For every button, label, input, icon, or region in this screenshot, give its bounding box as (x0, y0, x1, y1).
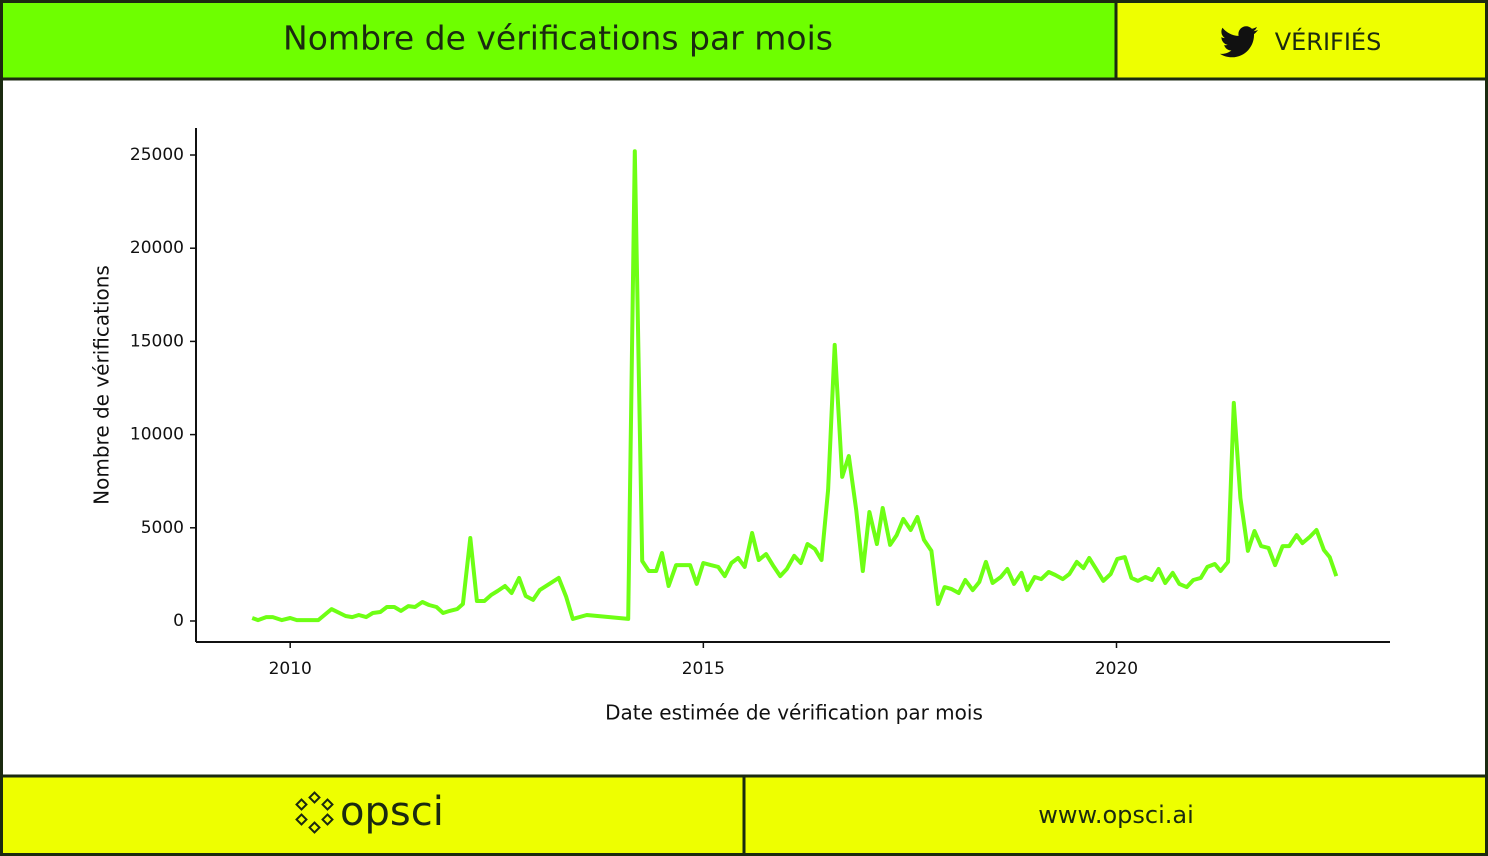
header-bar (0, 0, 1116, 80)
data-line (251, 149, 1339, 623)
y-tick-label: 0 (173, 611, 184, 631)
y-tick-label: 5000 (141, 518, 184, 538)
y-tick-label: 25000 (130, 145, 184, 165)
badge-box (1116, 0, 1488, 80)
logo-icon (295, 791, 334, 834)
y-tick-label: 10000 (130, 425, 184, 445)
x-axis-label: Date estimée de vérification par mois (605, 701, 983, 725)
x-tick-label: 2015 (682, 659, 725, 679)
y-tick-label: 20000 (130, 238, 184, 258)
twitter-icon (1219, 26, 1258, 58)
x-tick-label: 2020 (1095, 659, 1138, 679)
badge-label: VÉRIFIÉS (1275, 27, 1382, 56)
footer-url: www.opsci.ai (1038, 801, 1194, 829)
y-axis-label: Nombre de vérifications (90, 265, 114, 505)
y-tick-label: 15000 (130, 331, 184, 351)
header-title: Nombre de vérifications par mois (283, 19, 833, 58)
logo-text: opsci (340, 789, 444, 835)
x-tick-label: 2010 (269, 659, 312, 679)
